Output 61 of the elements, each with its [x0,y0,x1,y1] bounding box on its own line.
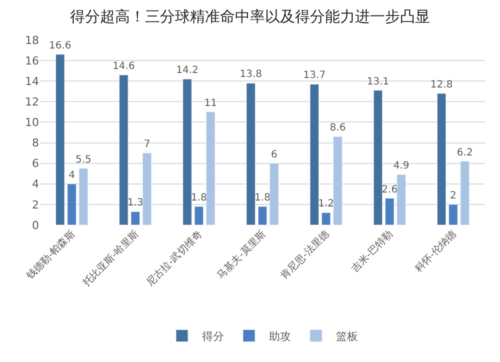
bar [310,84,320,225]
data-label: 12.8 [430,79,453,90]
y-tick-label: 6 [32,157,39,170]
data-label: 1.2 [318,198,334,210]
legend-label: 篮板 [336,330,358,343]
data-label: 11 [204,98,217,109]
y-tick-label: 16 [25,54,39,68]
y-tick-label: 2 [32,198,39,212]
bar [56,54,65,225]
y-tick-label: 10 [25,116,39,130]
bar [182,78,192,225]
data-label: 2 [450,190,456,202]
data-label: 4.9 [393,160,410,172]
bar [373,90,383,225]
data-label: 6.2 [456,147,473,158]
data-label: 1.8 [254,192,270,204]
bar [385,198,394,225]
data-label: 6 [270,149,278,160]
bar [142,152,152,225]
chart-title: 得分超高！三分球精准命中率以及得分能力进一步凸显 [70,7,430,26]
x-tick-label: 肯尼思-法里德 [278,228,332,282]
legend-label: 得分 [202,330,224,343]
bar [258,206,268,225]
data-label: 13.7 [303,70,326,82]
bar [396,174,406,225]
data-label: 14.2 [176,65,198,76]
bar [194,206,204,225]
data-label: 7 [144,139,150,150]
bar [119,74,128,225]
x-tick-label: 尼古拉-武切维奇 [144,228,205,289]
bar [206,112,216,225]
data-label: 4 [68,170,75,181]
y-tick-label: 14 [25,74,39,88]
data-label: 16.6 [48,40,72,52]
legend-label: 助攻 [269,330,291,343]
bar [130,211,140,225]
bar [270,163,279,225]
data-label: 2.6 [382,184,398,196]
data-label: 1.3 [127,198,144,209]
data-label: 1.8 [190,192,207,204]
x-tick-label: 托比亚斯-哈里斯 [80,228,142,290]
y-tick-label: 12 [25,96,39,109]
bar [460,161,470,225]
bar [448,204,458,225]
y-tick-label: 8 [32,136,39,150]
data-label: 13.8 [240,69,262,80]
bar [246,82,256,225]
data-label: 5.5 [75,154,92,166]
x-tick-label: 吉米-巴特勒 [348,228,396,275]
data-label: 8.6 [330,122,346,134]
bar [67,184,76,225]
bar [321,212,331,225]
bar [436,93,446,225]
y-tick-label: 4 [32,178,39,191]
data-label: 13.1 [366,76,390,88]
bar [333,136,342,225]
y-tick-label: 18 [25,34,39,47]
x-tick-label: 马基夫-莫里斯 [214,228,268,282]
data-label: 14.6 [112,60,135,72]
x-tick-label: 科怀-伦纳德 [412,228,459,275]
bar [78,168,88,225]
